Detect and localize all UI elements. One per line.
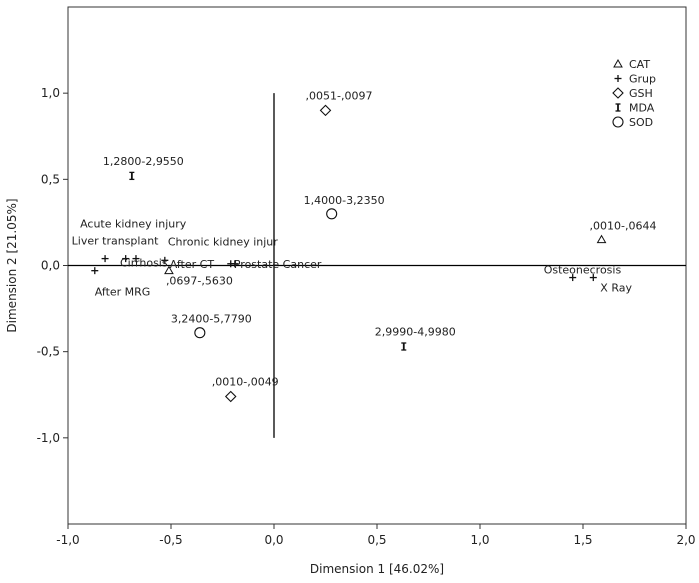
y-tick-label: 0,5 [41, 172, 60, 186]
x-tick-label: 2,0 [676, 533, 695, 547]
point-label-gsh: ,0051-,0097 [306, 89, 373, 102]
point-label-grup: X Ray [600, 282, 632, 295]
x-tick-label: 1,0 [470, 533, 489, 547]
x-tick-label: -1,0 [56, 533, 79, 547]
point-label-grup: Liver transplant [72, 235, 160, 248]
point-grup-marker [122, 255, 130, 263]
legend-gsh-label: GSH [629, 87, 653, 100]
legend-mda-marker [615, 103, 621, 112]
point-label-sod: 1,4000-3,2350 [304, 194, 385, 207]
point-label-mda: 2,9990-4,9980 [375, 325, 456, 338]
point-grup-marker [132, 255, 140, 263]
point-label-grup: After MRG [95, 286, 151, 299]
x-tick-label: -0,5 [159, 533, 182, 547]
point-gsh-marker [224, 390, 237, 403]
point-grup-marker [101, 255, 109, 263]
point-sod-marker [326, 208, 338, 220]
point-mda-marker [129, 171, 135, 181]
point-label-cat: ,0010-,0644 [590, 220, 657, 233]
point-label-grup: Prostate Cancer [234, 258, 322, 271]
point-mda-marker [401, 342, 407, 351]
point-gsh-marker [319, 104, 332, 117]
legend-cat-marker [613, 58, 623, 68]
point-grup-marker [91, 267, 99, 275]
point-grup-marker [569, 274, 577, 282]
point-grup-marker [161, 256, 169, 264]
x-tick-label: 0,5 [367, 533, 386, 547]
point-label-mda: 1,2800-2,9550 [103, 155, 184, 168]
point-cat-marker [164, 265, 174, 275]
point-label-grup: Cirrhosis [120, 257, 168, 270]
point-label-grup: Acute kidney injury [80, 218, 187, 231]
y-tick-label: 0,0 [41, 259, 60, 273]
y-tick-label: -1,0 [37, 431, 60, 445]
point-label-grup: After CT [170, 258, 215, 271]
legend-sod-label: SOD [629, 116, 653, 129]
y-axis-title: Dimension 2 [21.05%] [5, 198, 19, 332]
point-sod-marker [194, 327, 206, 339]
legend-grup-label: Grup [629, 73, 656, 86]
point-cat-marker [596, 234, 607, 244]
point-label-grup: Osteonecrosis [544, 264, 622, 277]
point-label-sod: 3,2400-5,7790 [171, 313, 252, 326]
point-label-grup: Chronic kidney injur [168, 235, 278, 248]
legend-mda-label: MDA [629, 102, 655, 115]
x-axis-title: Dimension 1 [46.02%] [310, 562, 444, 576]
legend-grup-marker [614, 75, 622, 82]
legend-gsh-marker [612, 87, 624, 99]
legend-cat-label: CAT [629, 58, 650, 71]
x-tick-label: 0,0 [264, 533, 283, 547]
x-tick-label: 1,5 [573, 533, 592, 547]
point-grup-marker [231, 260, 239, 268]
legend-sod-marker [612, 116, 624, 128]
y-tick-label: 1,0 [41, 86, 60, 100]
point-grup-marker [589, 274, 597, 282]
point-label-cat: ,0697-,5630 [166, 275, 233, 288]
y-tick-label: -0,5 [37, 345, 60, 359]
point-label-gsh: ,0010-,0049 [212, 375, 279, 388]
